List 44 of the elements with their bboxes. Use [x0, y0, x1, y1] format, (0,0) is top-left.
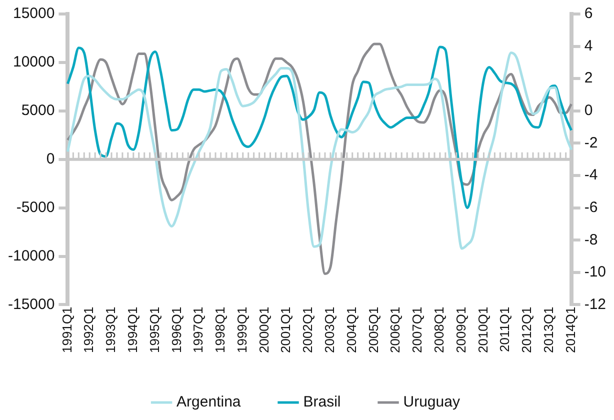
y-tick-label: 0: [46, 150, 55, 168]
x-tick-label: 2004Q1: [344, 306, 359, 354]
legend-label: Brasil: [303, 394, 341, 411]
y-tick-label: -10000: [8, 247, 55, 264]
x-tick-label: 1998Q1: [212, 306, 228, 354]
x-tick-label: 2000Q1: [256, 306, 272, 354]
x-tick-label: 1992Q1: [81, 306, 96, 354]
y2-tick-label: -6: [584, 198, 598, 216]
x-tick-label: 1991Q1: [59, 306, 74, 354]
legend-label: Argentina: [176, 394, 242, 411]
x-tick-label: 1996Q1: [168, 306, 184, 354]
legend-label: Uruguay: [403, 394, 460, 411]
x-tick-label: 1995Q1: [146, 306, 162, 354]
y2-tick-label: 2: [584, 70, 593, 87]
y2-tick-label: 0: [584, 102, 593, 120]
x-tick-label: 2005Q1: [366, 306, 381, 354]
x-tick-label: 1994Q1: [124, 306, 140, 354]
y-tick-label: 10000: [12, 54, 55, 71]
y2-tick-label: -8: [584, 231, 598, 248]
x-tick-label: 2007Q1: [410, 306, 425, 354]
y2-tick-label: 4: [584, 37, 593, 54]
y-tick-label: 15000: [12, 5, 55, 22]
y-tick-label: -15000: [8, 296, 55, 313]
y2-tick-label: -12: [584, 296, 606, 313]
y-tick-label: 5000: [21, 102, 55, 120]
x-tick-label: 2014Q1: [562, 306, 578, 354]
x-tick-label: 2008Q1: [432, 306, 447, 354]
y2-tick-label: 6: [584, 5, 593, 22]
x-tick-label: 2010Q1: [475, 306, 490, 354]
x-tick-label: 2012Q1: [519, 306, 534, 354]
x-tick-label: 2003Q1: [322, 306, 338, 354]
x-tick-label: 2006Q1: [388, 306, 403, 354]
x-tick-label: 2013Q1: [541, 306, 556, 354]
y2-tick-label: -4: [584, 166, 598, 184]
x-tick-label: 2009Q1: [453, 306, 468, 354]
x-tick-label: 2001Q1: [278, 306, 294, 354]
y-tick-label: -5000: [16, 198, 55, 216]
x-tick-label: 2002Q1: [300, 306, 316, 354]
y2-tick-label: -10: [584, 264, 606, 281]
x-tick-label: 1997Q1: [190, 306, 206, 354]
x-tick-label: 1993Q1: [103, 306, 118, 354]
x-tick-label: 1999Q1: [234, 306, 250, 354]
y2-tick-label: -2: [584, 134, 598, 152]
x-tick-label: 2011Q1: [497, 306, 512, 352]
